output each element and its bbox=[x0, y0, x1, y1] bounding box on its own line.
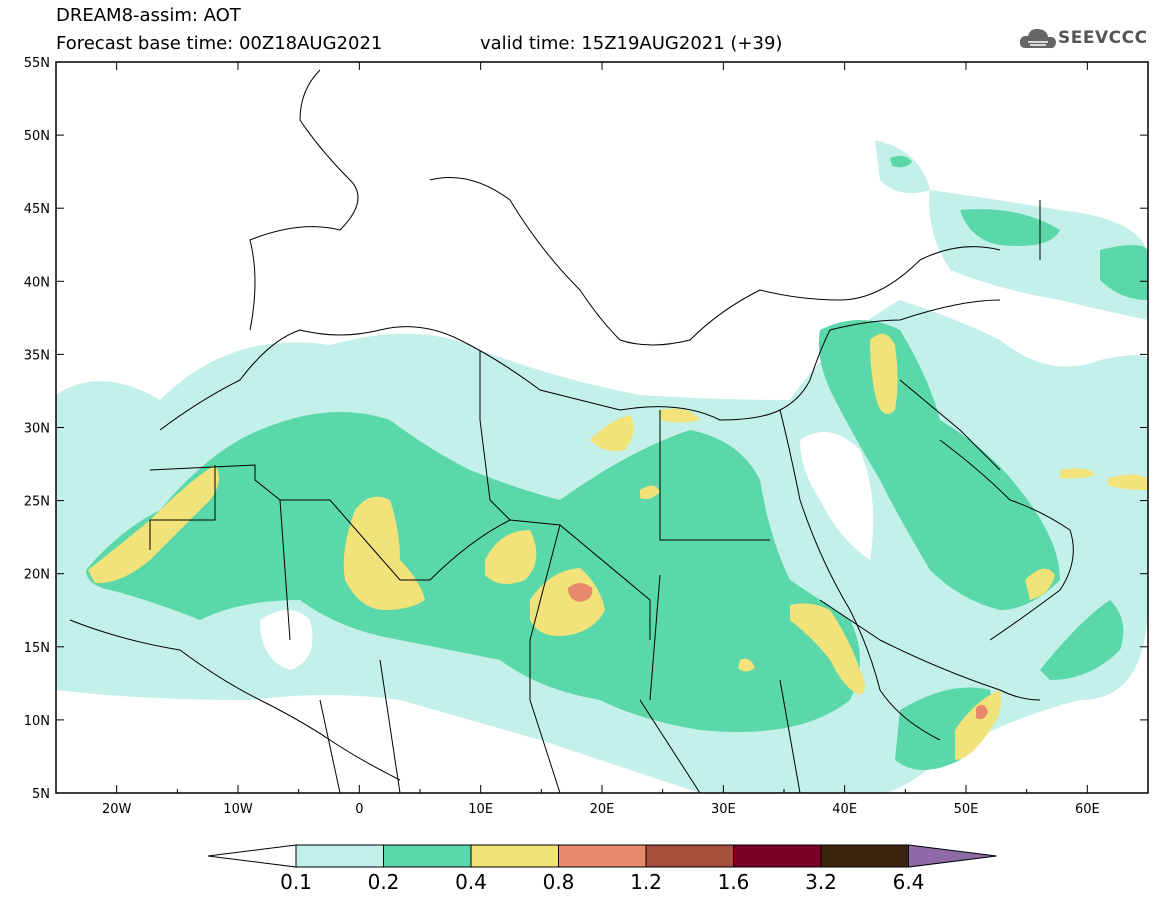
latitude-labels: 55N 50N 45N 40N 35N 30N 25N 20N 15N 10N 5N bbox=[24, 56, 50, 802]
colorbar-level-label: 0.8 bbox=[543, 870, 575, 894]
colorbar-swatch bbox=[295, 844, 384, 868]
colorbar-swatch bbox=[470, 844, 559, 868]
forecast-base-time: Forecast base time: 00Z18AUG2021 bbox=[56, 33, 383, 54]
lon-label: 20E bbox=[590, 802, 615, 817]
colorbar-swatch bbox=[558, 844, 647, 868]
colorbar-high-arrow bbox=[908, 844, 997, 868]
longitude-labels: 20W 10W 0 10E 20E 30E 40E 50E 60E bbox=[102, 802, 1100, 817]
colorbar-level-label: 0.1 bbox=[280, 870, 312, 894]
lat-label: 20N bbox=[24, 568, 50, 583]
lat-label: 10N bbox=[24, 714, 50, 729]
colorbar-swatch bbox=[733, 844, 822, 868]
seevccc-logo: SEEVCCC bbox=[1018, 24, 1153, 54]
colorbar bbox=[207, 844, 997, 868]
lat-label: 5N bbox=[32, 787, 50, 802]
lat-label: 25N bbox=[24, 495, 50, 510]
lon-label: 10E bbox=[468, 802, 493, 817]
colorbar-swatch bbox=[383, 844, 472, 868]
lat-label: 50N bbox=[24, 129, 50, 144]
lat-label: 15N bbox=[24, 641, 50, 656]
colorbar-level-label: 0.4 bbox=[455, 870, 487, 894]
colorbar-level-label: 1.6 bbox=[718, 870, 750, 894]
logo-text: SEEVCCC bbox=[1058, 28, 1148, 48]
lon-label: 20W bbox=[102, 802, 132, 817]
lon-label: 0 bbox=[355, 802, 363, 817]
aot-fields bbox=[56, 140, 1148, 793]
lon-label: 60E bbox=[1075, 802, 1100, 817]
lon-label: 10W bbox=[223, 802, 253, 817]
valid-time: valid time: 15Z19AUG2021 (+39) bbox=[480, 33, 783, 54]
lon-label: 50E bbox=[954, 802, 979, 817]
colorbar-level-label: 3.2 bbox=[805, 870, 837, 894]
lat-label: 40N bbox=[24, 275, 50, 290]
colorbar-labels: 0.1 0.2 0.4 0.8 1.2 1.6 3.2 6.4 bbox=[280, 870, 924, 894]
colorbar-level-label: 6.4 bbox=[893, 870, 925, 894]
axis-ticks bbox=[55, 61, 1149, 794]
colorbar-swatch bbox=[820, 844, 909, 868]
country-borders bbox=[69, 69, 1074, 793]
lat-label: 55N bbox=[24, 56, 50, 71]
colorbar-low-arrow bbox=[207, 844, 297, 868]
lat-label: 30N bbox=[24, 422, 50, 437]
lon-label: 30E bbox=[711, 802, 736, 817]
cloud-icon bbox=[1019, 28, 1056, 49]
lat-label: 35N bbox=[24, 348, 50, 363]
colorbar-level-label: 1.2 bbox=[630, 870, 662, 894]
lon-label: 40E bbox=[832, 802, 857, 817]
lat-label: 45N bbox=[24, 202, 50, 217]
colorbar-swatch bbox=[645, 844, 734, 868]
colorbar-level-label: 0.2 bbox=[368, 870, 400, 894]
chart-title: DREAM8-assim: AOT bbox=[56, 5, 241, 26]
